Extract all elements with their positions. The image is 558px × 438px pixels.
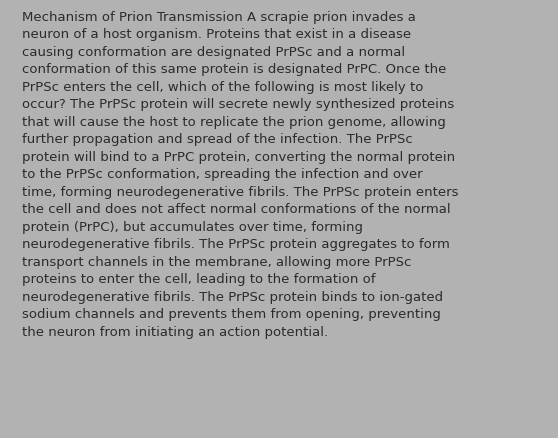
Text: Mechanism of Prion Transmission A scrapie prion invades a
neuron of a host organ: Mechanism of Prion Transmission A scrapi… xyxy=(22,11,459,338)
